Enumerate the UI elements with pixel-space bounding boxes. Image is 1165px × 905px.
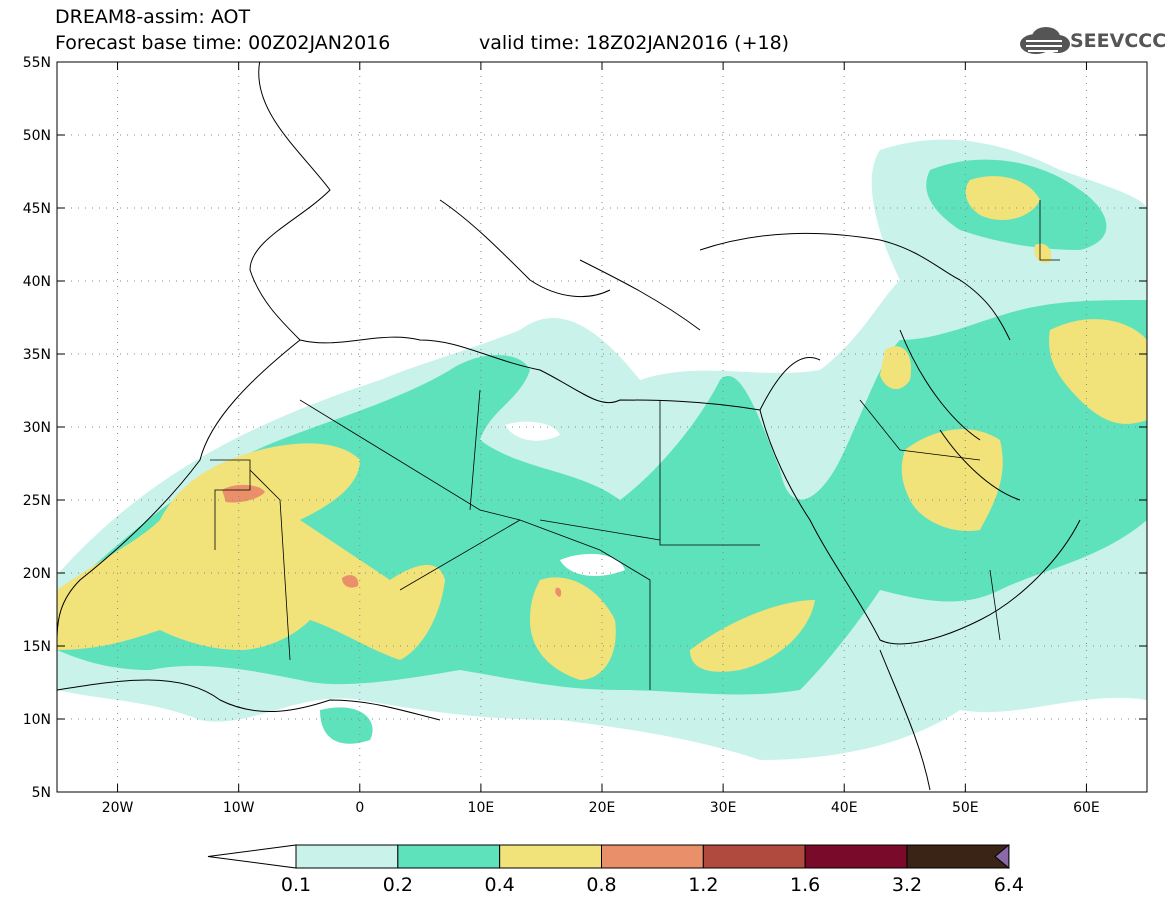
map-title: DREAM8-assim: AOT: [55, 6, 251, 28]
lat-tick-label: 35N: [23, 347, 51, 363]
cloud-logo-icon: [1020, 27, 1070, 54]
colorbar-label: 0.2: [382, 874, 413, 896]
lon-tick-label: 30E: [710, 800, 737, 816]
lon-tick-label: 40E: [831, 800, 858, 816]
colorbar-segment: [906, 844, 1010, 869]
lat-tick-label: 40N: [23, 274, 51, 290]
lon-tick-label: 10E: [468, 800, 495, 816]
logo-text: SEEVCCC: [1070, 30, 1165, 52]
aot-field: [57, 139, 1147, 760]
colorbar-label: 1.2: [688, 874, 719, 896]
lat-tick-label: 55N: [23, 55, 51, 71]
lon-tick-label: 60E: [1073, 800, 1100, 816]
lat-tick-label: 25N: [23, 493, 51, 509]
lon-tick-label: 20W: [102, 800, 134, 816]
lon-tick-label: 20E: [589, 800, 616, 816]
grid: [57, 62, 1147, 792]
colorbar-segment: [397, 844, 501, 869]
colorbar-segment: [499, 844, 602, 869]
colorbar-min-triangle: [207, 844, 297, 869]
coastlines: [57, 62, 1081, 791]
colorbar-segment: [804, 844, 908, 869]
colorbar-label: 6.4: [993, 874, 1024, 896]
colorbar-label: 1.6: [790, 874, 821, 896]
colorbar-label: 3.2: [891, 874, 923, 896]
country-borders: [210, 200, 1060, 690]
axis-labels: 55N 50N 45N 40N 35N 30N 25N 20N 15N 10N 5N 20W 10W 0 1…: [23, 55, 1100, 816]
valid-time: valid time: 18Z02JAN2016 (+18): [479, 32, 790, 54]
lat-tick-label: 20N: [23, 566, 51, 582]
lat-tick-label: 15N: [23, 639, 51, 655]
lat-tick-label: 30N: [23, 420, 51, 436]
lat-tick-label: 45N: [23, 201, 51, 217]
lat-tick-label: 5N: [32, 785, 51, 801]
colorbar: [207, 843, 1010, 870]
colorbar-segment: [601, 844, 704, 869]
colorbar-label: 0.1: [280, 874, 312, 896]
colorbar-label: 0.8: [586, 874, 617, 896]
aot-band-0.8: [222, 484, 265, 503]
lon-tick-label: 10W: [223, 800, 255, 816]
lon-tick-label: 0: [355, 800, 364, 816]
colorbar-max-triangle: [994, 843, 1010, 870]
forecast-base-time: Forecast base time: 00Z02JAN2016: [55, 32, 391, 54]
lat-tick-label: 50N: [23, 128, 51, 144]
lon-tick-label: 50E: [952, 800, 979, 816]
axis-ticks: [57, 61, 1147, 793]
lat-tick-label: 10N: [23, 712, 51, 728]
colorbar-segment: [295, 844, 399, 869]
aot-band-0.4: [57, 443, 445, 660]
colorbar-segment: [702, 844, 806, 869]
colorbar-label: 0.4: [484, 874, 515, 896]
